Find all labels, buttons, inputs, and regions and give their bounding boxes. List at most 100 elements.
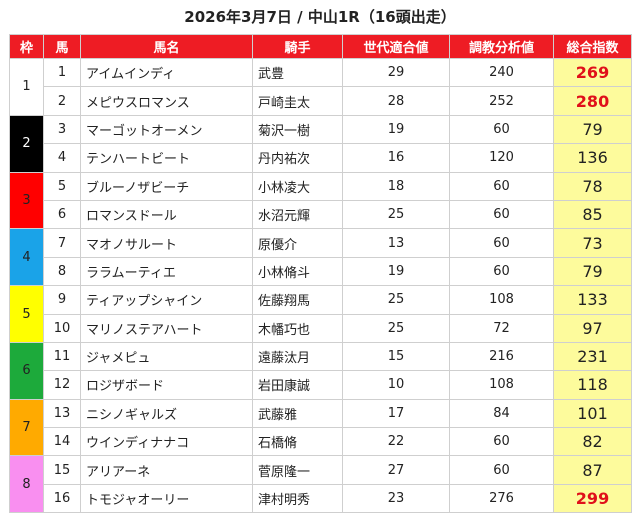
table-row: 10 マリノステアハート 木幡巧也 25 72 97 (10, 313, 632, 343)
horse-name-cell: ジャメピュ (80, 341, 253, 372)
horse-number-cell: 12 (43, 370, 81, 400)
training-analysis-cell: 108 (449, 285, 554, 315)
generation-fit-cell: 10 (342, 370, 450, 400)
training-analysis-cell: 252 (449, 86, 554, 116)
total-index-cell: 85 (553, 199, 632, 230)
generation-fit-cell: 23 (342, 483, 450, 514)
horse-number-cell: 8 (43, 256, 81, 287)
generation-fit-cell: 13 (342, 228, 450, 258)
table-row: 16 トモジャオーリー 津村明秀 23 276 299 (10, 483, 632, 514)
training-analysis-cell: 108 (449, 370, 554, 400)
waku-cell: 6 (9, 341, 44, 400)
total-index-cell: 87 (553, 455, 632, 485)
training-analysis-cell: 276 (449, 483, 554, 514)
training-analysis-cell: 60 (449, 114, 554, 145)
header-horse-number: 馬 (43, 34, 81, 59)
generation-fit-cell: 25 (342, 313, 450, 343)
horse-number-cell: 6 (43, 199, 81, 230)
horse-number-cell: 1 (43, 57, 81, 88)
header-row: 枠 馬 馬名 騎手 世代適合値 調教分析値 総合指数 (9, 34, 632, 59)
generation-fit-cell: 19 (342, 114, 450, 145)
total-index-cell: 280 (553, 86, 632, 116)
training-analysis-cell: 216 (449, 341, 554, 372)
total-index-cell: 269 (553, 57, 632, 88)
generation-fit-cell: 19 (342, 256, 450, 287)
waku-cell: 4 (9, 228, 44, 287)
total-index-cell: 101 (553, 398, 632, 429)
training-analysis-cell: 120 (449, 143, 554, 173)
horse-number-cell: 2 (43, 86, 81, 116)
table-row: 5 9 ティアップシャイン 佐藤翔馬 25 108 133 (9, 285, 632, 343)
table-row: 1 1 アイムインディ 武豊 29 240 269 (9, 57, 632, 116)
header-jockey: 騎手 (252, 34, 343, 59)
horse-name-cell: アイムインディ (80, 57, 253, 88)
table-row: 6 11 ジャメピュ 遠藤汰月 15 216 231 (9, 341, 632, 400)
jockey-cell: 佐藤翔馬 (252, 285, 343, 315)
table-row: 8 15 アリアーネ 菅原隆一 27 60 87 (9, 455, 632, 514)
horse-number-cell: 7 (43, 228, 81, 258)
waku-cell: 8 (9, 455, 44, 514)
horse-name-cell: ニシノギャルズ (80, 398, 253, 429)
header-horse-name: 馬名 (80, 34, 253, 59)
jockey-cell: 戸崎圭太 (252, 86, 343, 116)
generation-fit-cell: 18 (342, 171, 450, 201)
waku-cell: 1 (9, 58, 44, 116)
jockey-cell: 原優介 (252, 228, 343, 258)
total-index-cell: 78 (553, 171, 632, 201)
total-index-cell: 231 (553, 341, 632, 372)
table-row: 8 ララムーティエ 小林脩斗 19 60 79 (10, 256, 632, 287)
horse-number-cell: 13 (43, 398, 81, 429)
generation-fit-cell: 15 (342, 341, 450, 372)
horse-name-cell: ブルーノザビーチ (80, 171, 253, 201)
waku-cell: 5 (9, 285, 44, 343)
horse-number-cell: 5 (43, 171, 81, 201)
waku-cell: 7 (9, 398, 44, 457)
jockey-cell: 丹内祐次 (252, 143, 343, 173)
training-analysis-cell: 72 (449, 313, 554, 343)
horse-name-cell: マリノステアハート (80, 313, 253, 343)
jockey-cell: 小林脩斗 (252, 256, 343, 287)
total-index-cell: 79 (553, 256, 632, 287)
generation-fit-cell: 28 (342, 86, 450, 116)
table-row: 14 ウインディナナコ 石橋脩 22 60 82 (10, 427, 632, 457)
total-index-cell: 97 (553, 313, 632, 343)
horse-number-cell: 10 (43, 313, 81, 343)
header-total-index: 総合指数 (553, 34, 632, 59)
training-analysis-cell: 60 (449, 228, 554, 258)
horse-name-cell: メピウスロマンス (80, 86, 253, 116)
training-analysis-cell: 240 (449, 57, 554, 88)
race-table: 枠 馬 馬名 騎手 世代適合値 調教分析値 総合指数 1 1 アイムインディ 武豊 29… (9, 34, 632, 514)
table-row: 12 ロジザボード 岩田康誠 10 108 118 (10, 370, 632, 400)
table-row: 2 3 マーゴットオーメン 菊沢一樹 19 60 79 (9, 114, 632, 173)
horse-name-cell: ティアップシャイン (80, 285, 253, 315)
table-row: 7 13 ニシノギャルズ 武藤雅 17 84 101 (9, 398, 632, 457)
header-waku: 枠 (9, 34, 44, 59)
generation-fit-cell: 27 (342, 455, 450, 485)
horse-name-cell: トモジャオーリー (80, 483, 253, 514)
horse-name-cell: ララムーティエ (80, 256, 253, 287)
page-title: 2026年3月7日 / 中山1R（16頭出走） (184, 8, 456, 26)
horse-number-cell: 16 (43, 483, 81, 514)
generation-fit-cell: 22 (342, 427, 450, 457)
horse-number-cell: 11 (43, 341, 81, 372)
total-index-cell: 133 (553, 285, 632, 315)
jockey-cell: 津村明秀 (252, 483, 343, 514)
jockey-cell: 水沼元輝 (252, 199, 343, 230)
horse-number-cell: 9 (43, 285, 81, 315)
horse-name-cell: ロジザボード (80, 370, 253, 400)
waku-cell: 3 (9, 171, 44, 230)
horse-number-cell: 3 (43, 114, 81, 145)
jockey-cell: 菊沢一樹 (252, 114, 343, 145)
horse-name-cell: マーゴットオーメン (80, 114, 253, 145)
jockey-cell: 石橋脩 (252, 427, 343, 457)
jockey-cell: 武藤雅 (252, 398, 343, 429)
horse-number-cell: 15 (43, 455, 81, 485)
training-analysis-cell: 60 (449, 256, 554, 287)
jockey-cell: 菅原隆一 (252, 455, 343, 485)
table-row: 4 テンハートビート 丹内祐次 16 120 136 (10, 143, 632, 173)
table-row: 4 7 マオノサルート 原優介 13 60 73 (9, 228, 632, 287)
jockey-cell: 木幡巧也 (252, 313, 343, 343)
generation-fit-cell: 17 (342, 398, 450, 429)
table-row: 6 ロマンスドール 水沼元輝 25 60 85 (10, 199, 632, 230)
horse-name-cell: マオノサルート (80, 228, 253, 258)
